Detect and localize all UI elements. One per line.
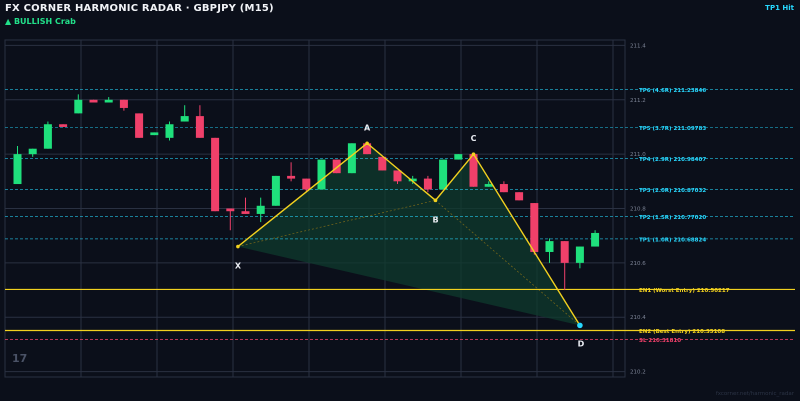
candle-body xyxy=(119,99,128,108)
candle-body xyxy=(287,175,296,179)
y-tick-label: 210.4 xyxy=(630,315,646,321)
chart-title: FX CORNER HARMONIC RADAR · GBPJPY (M15) xyxy=(5,3,274,14)
candle-body xyxy=(135,113,144,138)
pivot-marker xyxy=(471,152,476,156)
level-label-tp: TP1 (1.0R) 210.68824 xyxy=(639,237,706,243)
candle-body xyxy=(332,159,341,174)
candle-body xyxy=(560,241,569,263)
y-tick-label: 210.2 xyxy=(630,370,646,376)
y-tick-label: 211.4 xyxy=(630,43,646,49)
pivot-label: D xyxy=(578,339,585,348)
y-tick-label: 211.0 xyxy=(630,152,646,158)
candle-body xyxy=(59,124,68,127)
candle-body xyxy=(363,143,372,155)
y-tick-label: 210.8 xyxy=(630,207,646,213)
candle-body xyxy=(271,175,280,206)
candle-body xyxy=(302,178,311,190)
candle-body xyxy=(454,154,463,160)
candle-body xyxy=(43,124,52,149)
candle-body xyxy=(530,203,539,252)
pivot-label: B xyxy=(432,215,438,224)
candle-body xyxy=(439,159,448,190)
bias-badge: ▲ BULLISH Crab xyxy=(5,17,76,26)
level-label-tp: TP3 (2.0R) 210.87032 xyxy=(639,188,706,194)
candle-body xyxy=(165,124,174,138)
candle-body xyxy=(256,205,265,214)
candle-body xyxy=(226,208,235,212)
pivot-marker xyxy=(365,141,369,146)
candle-body xyxy=(469,154,478,187)
candle-body xyxy=(241,211,250,214)
candle-body xyxy=(28,148,37,155)
candle-body xyxy=(74,99,83,114)
candle-body xyxy=(104,99,113,103)
credit-text: fxcorner.net/harmonic_radar xyxy=(715,391,794,397)
pivot-label: A xyxy=(364,123,371,132)
level-label-tp: TP2 (1.5R) 210.77020 xyxy=(639,215,706,221)
candle-body xyxy=(89,99,98,103)
candle-body xyxy=(150,132,159,136)
candle-body xyxy=(515,192,524,201)
candle-body xyxy=(545,241,554,252)
candle-body xyxy=(591,232,600,247)
status-badge: TP1 Hit xyxy=(765,4,794,12)
pivot-marker xyxy=(433,198,438,203)
level-label-entry: EN1 (Worst Entry) 210.50217 xyxy=(639,288,730,294)
level-label-sl: SL 210.31810 xyxy=(639,338,681,344)
candle-body xyxy=(484,184,493,187)
candle-body xyxy=(393,170,402,182)
candle-body xyxy=(499,184,508,193)
pivot-marker xyxy=(236,244,240,249)
candle-body xyxy=(408,178,417,182)
level-label-tp: TP6 (4.6R) 211.23846 xyxy=(639,88,706,94)
pattern-triangle-bcd xyxy=(435,154,580,326)
candle-body xyxy=(575,246,584,263)
pivot-label: C xyxy=(471,134,477,143)
candle-body xyxy=(180,116,189,122)
y-tick-label: 211.2 xyxy=(630,98,646,104)
candle-body xyxy=(195,116,204,138)
level-label-tp: TP4 (2.9R) 210.98407 xyxy=(639,157,706,163)
candle-body xyxy=(13,154,22,185)
level-label-tp: TP5 (3.7R) 211.09783 xyxy=(639,126,706,132)
pivot-label: X xyxy=(235,262,242,271)
level-label-entry: EN2 (Best Entry) 210.35108 xyxy=(639,329,725,335)
candle-body xyxy=(423,178,432,190)
candle-body xyxy=(211,137,220,212)
candle-body xyxy=(317,159,326,190)
candle-body xyxy=(347,143,356,174)
candle-body xyxy=(378,156,387,171)
platform-logo: 17 xyxy=(12,352,28,365)
pattern-triangle-xbd xyxy=(237,200,580,326)
pivot-marker xyxy=(577,322,583,329)
y-tick-label: 210.6 xyxy=(630,261,646,267)
